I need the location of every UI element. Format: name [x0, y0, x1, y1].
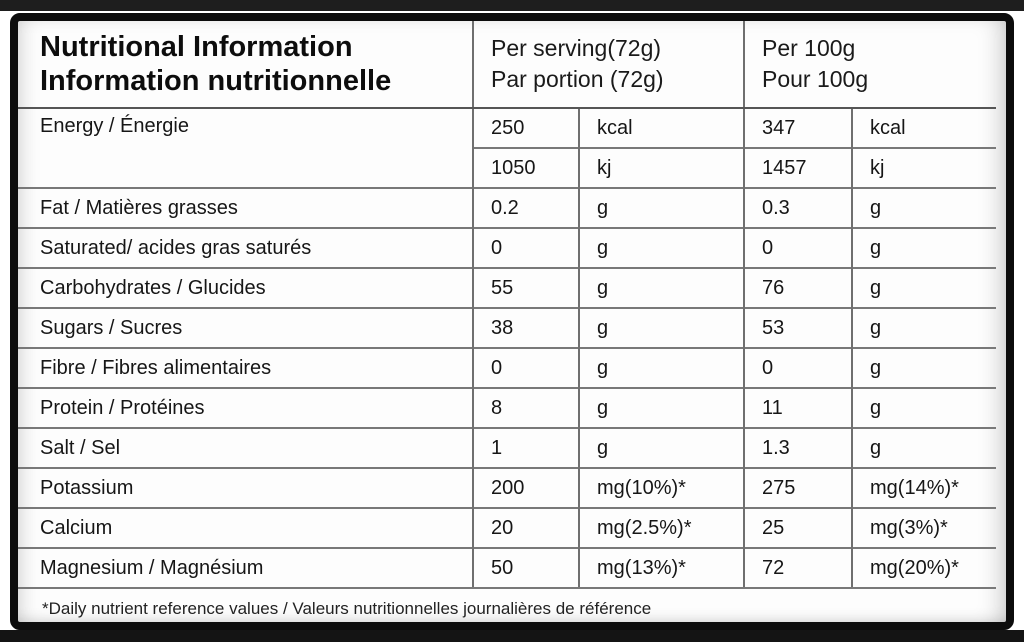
row-label-salt: Salt / Sel [18, 427, 474, 468]
row-label-carbohydrates: Carbohydrates / Glucides [18, 267, 474, 308]
fibre-per100-unit: g [852, 347, 997, 388]
energy-kcal-per100-unit: kcal [870, 116, 906, 139]
nutrition-table: Nutritional Information Information nutr… [18, 21, 997, 589]
table-title: Nutritional Information Information nutr… [18, 21, 474, 109]
table-row-energy-kcal: Energy / Énergie 250 kcal 347 kcal [18, 108, 996, 188]
table-row-potassium: Potassium 200 mg(10%)* 275 mg(14%)* [18, 467, 997, 508]
saturated-per100-value: 0 [744, 227, 853, 268]
table-row-carbohydrates: Carbohydrates / Glucides 55 g 76 g [18, 267, 997, 308]
saturated-per100-unit: g [852, 227, 997, 268]
sugars-per100-unit: g [852, 307, 997, 348]
energy-kj-serving-value: 1050 [473, 147, 580, 188]
carbohydrates-serving-unit: g [579, 267, 745, 308]
energy-kj-serving-unit: kj [579, 147, 745, 188]
carbohydrates-per100-value: 76 [744, 267, 853, 308]
salt-per100-value: 1.3 [744, 427, 853, 468]
salt-per100-unit: g [852, 427, 997, 468]
nutrition-facts-card: Nutritional Information Information nutr… [10, 13, 1014, 630]
sugars-serving-unit: g [579, 307, 745, 348]
table-row-sugars: Sugars / Sucres 38 g 53 g [18, 307, 997, 348]
table-row-magnesium: Magnesium / Magnésium 50 mg(13%)* 72 mg(… [18, 547, 997, 589]
fat-per100-unit: g [852, 187, 997, 228]
potassium-per100-unit: mg(14%)* [852, 467, 997, 508]
calcium-per100-value: 25 [744, 507, 853, 548]
fibre-serving-value: 0 [473, 347, 580, 388]
row-label-saturated: Saturated/ acides gras saturés [18, 227, 474, 268]
carbohydrates-per100-unit: g [852, 267, 997, 308]
table-row-saturated: Saturated/ acides gras saturés 0 g 0 g [18, 227, 997, 268]
row-label-fat: Fat / Matières grasses [18, 187, 474, 228]
sugars-per100-value: 53 [744, 307, 853, 348]
title-french: Information nutritionnelle [40, 65, 392, 97]
title-english: Nutritional Information [40, 31, 353, 63]
energy-kcal-serving-unit: kcal [579, 108, 745, 148]
magnesium-per100-unit: mg(20%)* [852, 547, 997, 589]
saturated-serving-unit: g [579, 227, 745, 268]
potassium-per100-value: 275 [744, 467, 853, 508]
calcium-serving-unit: mg(2.5%)* [579, 507, 745, 548]
salt-serving-unit: g [579, 427, 745, 468]
table-row-salt: Salt / Sel 1 g 1.3 g [18, 427, 997, 468]
sugars-serving-value: 38 [473, 307, 580, 348]
fat-serving-value: 0.2 [473, 187, 580, 228]
row-label-potassium: Potassium [18, 467, 474, 508]
per-100g-french: Pour 100g [762, 66, 869, 92]
protein-per100-unit: g [852, 387, 997, 428]
per-serving-english: Per serving(72g) [491, 35, 662, 61]
magnesium-serving-value: 50 [473, 547, 580, 589]
potassium-serving-value: 200 [473, 467, 580, 508]
table-row-fat: Fat / Matières grasses 0.2 g 0.3 g [18, 187, 997, 228]
fibre-per100-value: 0 [744, 347, 853, 388]
fat-per100-value: 0.3 [744, 187, 853, 228]
fat-serving-unit: g [579, 187, 745, 228]
saturated-serving-value: 0 [473, 227, 580, 268]
energy-kcal-per100-value: 347 [744, 108, 853, 148]
top-dark-edge [0, 0, 1024, 11]
daily-reference-footnote: *Daily nutrient reference values / Valeu… [42, 599, 652, 618]
row-label-calcium: Calcium [18, 507, 474, 548]
carbohydrates-serving-value: 55 [473, 267, 580, 308]
row-label-sugars: Sugars / Sucres [18, 307, 474, 348]
table-row-energy-kj: 1050 kj 1457 kj [18, 147, 997, 188]
row-label-energy: Energy / Énergie [18, 108, 474, 188]
row-label-protein: Protein / Protéines [18, 387, 474, 428]
calcium-serving-value: 20 [473, 507, 580, 548]
magnesium-serving-unit: mg(13%)* [579, 547, 745, 589]
per-100g-english: Per 100g [762, 35, 856, 61]
bottom-dark-edge [0, 630, 1024, 642]
protein-serving-value: 8 [473, 387, 580, 428]
protein-per100-value: 11 [744, 387, 853, 428]
row-label-fibre: Fibre / Fibres alimentaires [18, 347, 474, 388]
potassium-serving-unit: mg(10%)* [579, 467, 745, 508]
salt-serving-value: 1 [473, 427, 580, 468]
column-header-per-100g: Per 100g Pour 100g [744, 21, 997, 109]
energy-kj-per100-unit: kj [852, 147, 997, 188]
column-header-per-serving: Per serving(72g) Par portion (72g) [473, 21, 745, 109]
table-row-calcium: Calcium 20 mg(2.5%)* 25 mg(3%)* [18, 507, 997, 548]
fibre-serving-unit: g [579, 347, 745, 388]
energy-kcal-serving-value: 250 [473, 108, 580, 148]
calcium-per100-unit: mg(3%)* [852, 507, 997, 548]
per-serving-french: Par portion (72g) [491, 66, 664, 92]
table-header: Nutritional Information Information nutr… [18, 21, 997, 109]
row-label-magnesium: Magnesium / Magnésium [18, 547, 474, 589]
table-row-protein: Protein / Protéines 8 g 11 g [18, 387, 997, 428]
magnesium-per100-value: 72 [744, 547, 853, 589]
table-row-fibre: Fibre / Fibres alimentaires 0 g 0 g [18, 347, 997, 388]
energy-kj-per100-value: 1457 [744, 147, 853, 188]
protein-serving-unit: g [579, 387, 745, 428]
